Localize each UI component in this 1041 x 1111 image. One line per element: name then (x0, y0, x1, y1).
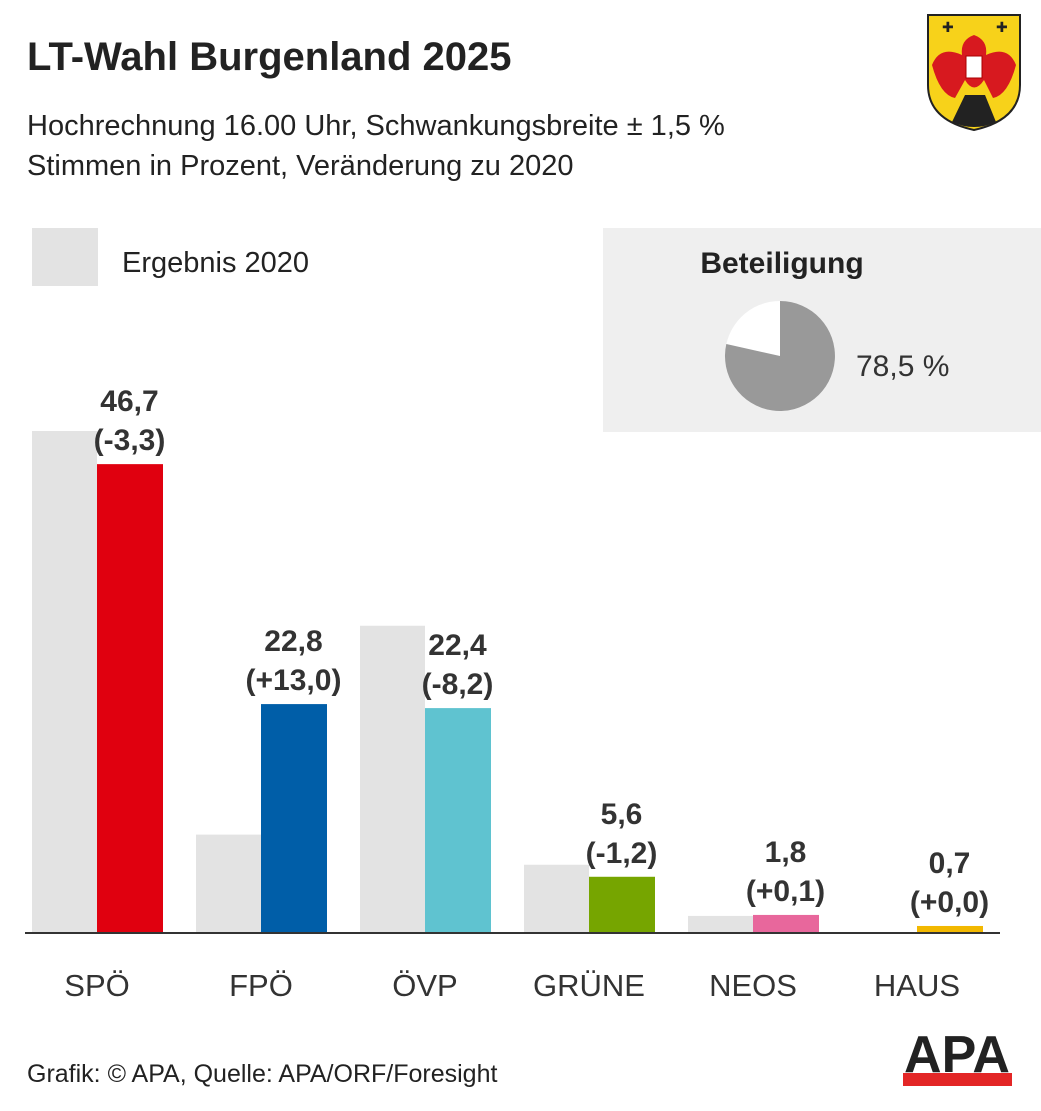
svg-text:✚: ✚ (996, 19, 1008, 35)
bar-2025 (261, 704, 327, 933)
subtitle-2: Stimmen in Prozent, Veränderung zu 2020 (27, 150, 574, 182)
subtitle-1: Hochrechnung 16.00 Uhr, Schwankungsbreit… (27, 110, 725, 142)
apa-logo: APA (903, 1026, 1012, 1086)
value-label: 0,7 (929, 847, 971, 880)
bar-2020 (32, 431, 97, 933)
change-label: (+13,0) (246, 664, 342, 697)
bar-2025 (589, 876, 655, 933)
value-label: 22,4 (428, 629, 487, 662)
category-label: FPÖ (229, 968, 293, 1003)
bar-2020 (688, 915, 753, 933)
value-label: 1,8 (765, 836, 807, 869)
turnout-value: 78,5 % (856, 350, 949, 383)
change-label: (+0,0) (910, 886, 989, 919)
category-label: HAUS (874, 968, 960, 1003)
value-label: 46,7 (100, 385, 158, 418)
turnout-label: Beteiligung (700, 247, 863, 280)
turnout-pie-slice (724, 301, 835, 411)
bar-2025 (917, 925, 983, 933)
bar-2025 (97, 464, 163, 933)
change-label: (+0,1) (746, 875, 825, 908)
bar-2020 (524, 864, 589, 933)
bar-2025 (425, 708, 491, 933)
bar-2025 (753, 914, 819, 933)
chart-title: LT-Wahl Burgenland 2025 (27, 35, 512, 79)
bar-2020 (196, 834, 261, 933)
svg-text:✚: ✚ (942, 19, 954, 35)
legend-swatch-2020 (32, 228, 98, 286)
change-label: (-8,2) (422, 668, 494, 701)
category-label: NEOS (709, 968, 797, 1003)
change-label: (-3,3) (94, 424, 166, 457)
category-label: GRÜNE (533, 968, 645, 1003)
value-label: 5,6 (601, 798, 643, 831)
source-credit: Grafik: © APA, Quelle: APA/ORF/Foresight (27, 1060, 497, 1088)
category-label: ÖVP (392, 968, 457, 1003)
legend-label-2020: Ergebnis 2020 (122, 247, 309, 279)
bar-2020 (360, 625, 425, 933)
value-label: 22,8 (264, 625, 322, 658)
category-label: SPÖ (64, 968, 129, 1003)
burgenland-coat-of-arms: ✚ ✚ (927, 14, 1021, 132)
change-label: (-1,2) (586, 837, 658, 870)
